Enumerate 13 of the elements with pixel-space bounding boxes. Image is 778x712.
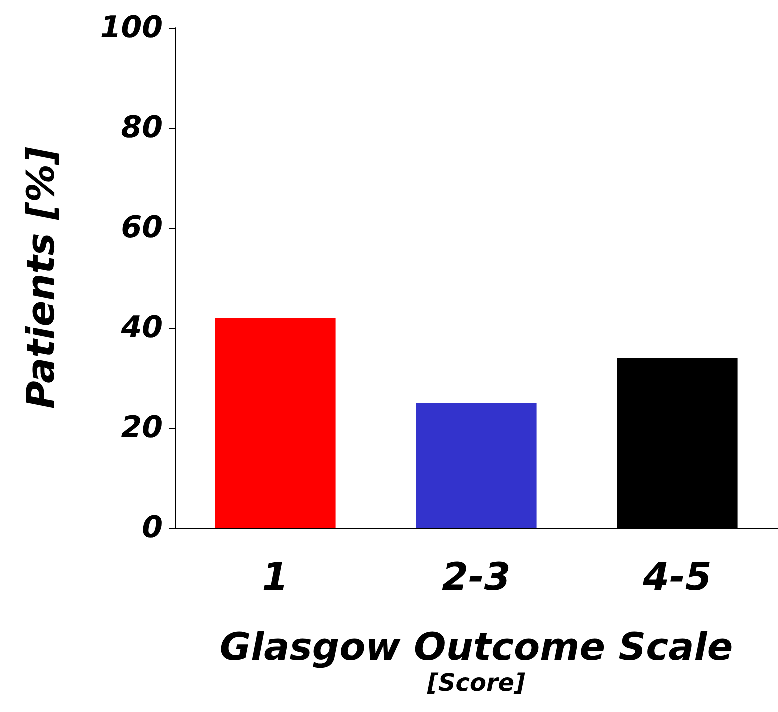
bar	[215, 318, 336, 528]
y-tick-label: 80	[121, 110, 163, 146]
y-tick-label: 100	[100, 10, 163, 46]
x-tick-label: 2-3	[442, 555, 511, 599]
x-axis-title: Glasgow Outcome Scale [Score]	[220, 625, 734, 697]
y-tick-label: 60	[121, 210, 163, 246]
x-tick-label: 1	[262, 555, 289, 599]
y-tick-label: 0	[142, 510, 163, 546]
bar	[416, 403, 537, 528]
x-tick-label: 4-5	[642, 555, 712, 599]
y-axis-title: Patients [%]	[19, 146, 63, 409]
y-tick-label: 20	[121, 410, 163, 446]
y-tick-label: 40	[120, 310, 163, 346]
